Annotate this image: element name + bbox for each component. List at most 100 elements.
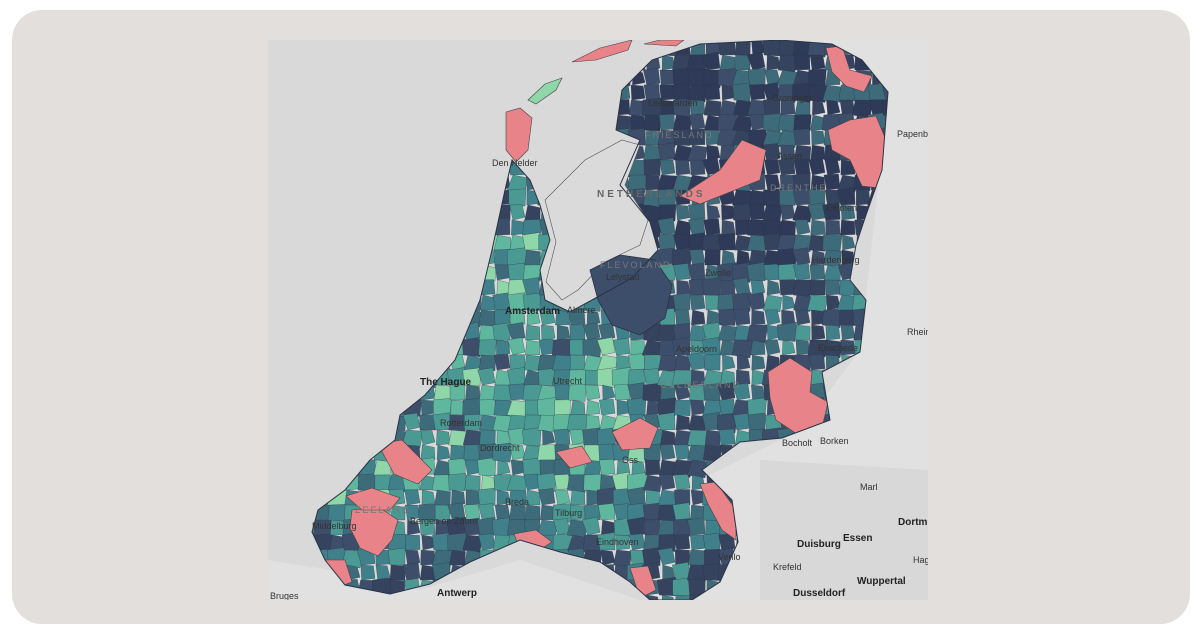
municipality xyxy=(478,384,497,402)
municipality xyxy=(643,354,662,372)
municipality xyxy=(507,262,526,281)
municipality xyxy=(824,279,841,296)
municipality xyxy=(673,429,692,447)
municipality xyxy=(808,353,826,371)
municipality xyxy=(479,399,496,416)
municipality xyxy=(497,459,511,476)
municipality xyxy=(672,292,691,311)
municipality xyxy=(583,473,602,492)
municipality xyxy=(689,159,706,176)
municipality xyxy=(810,174,826,191)
municipality xyxy=(509,204,526,221)
municipality xyxy=(793,263,811,281)
municipality xyxy=(524,504,541,521)
place-label: Duisburg xyxy=(797,539,841,550)
municipality xyxy=(672,459,693,478)
municipality xyxy=(612,337,631,356)
municipality xyxy=(825,324,841,341)
place-label: Krefeld xyxy=(773,562,802,572)
region-label: DRENTHE xyxy=(770,183,828,193)
municipality xyxy=(812,99,826,116)
municipality xyxy=(807,40,828,58)
municipality xyxy=(732,82,752,102)
municipality xyxy=(570,489,586,506)
municipality xyxy=(645,459,661,476)
municipality xyxy=(628,353,646,371)
vlieland xyxy=(527,77,563,105)
municipality xyxy=(687,549,708,568)
municipality xyxy=(749,84,766,101)
municipality xyxy=(582,322,601,341)
municipality xyxy=(526,309,541,326)
municipality xyxy=(706,204,721,221)
municipality xyxy=(465,489,481,506)
place-label: Utrecht xyxy=(553,376,583,386)
municipality xyxy=(793,279,812,297)
municipality xyxy=(720,279,736,296)
municipality xyxy=(673,128,691,146)
municipality xyxy=(660,429,676,446)
municipality xyxy=(555,445,593,469)
municipality xyxy=(672,322,691,341)
municipality xyxy=(508,489,527,507)
municipality xyxy=(807,84,828,103)
municipality xyxy=(327,504,348,523)
municipality xyxy=(387,547,406,566)
municipality xyxy=(554,489,571,506)
municipality xyxy=(345,487,401,511)
municipality xyxy=(542,429,556,446)
place-label: Groningen xyxy=(772,93,814,103)
municipality xyxy=(762,113,783,133)
municipality xyxy=(537,397,558,418)
municipality xyxy=(509,504,526,521)
ameland xyxy=(643,40,685,47)
municipality xyxy=(434,489,451,506)
municipality xyxy=(642,502,661,521)
municipality xyxy=(554,384,571,401)
municipality xyxy=(462,367,482,387)
municipality xyxy=(686,459,709,479)
municipality xyxy=(808,158,826,176)
municipality xyxy=(826,99,841,116)
municipality xyxy=(507,367,526,386)
municipality xyxy=(658,474,676,491)
municipality xyxy=(673,144,692,162)
municipality xyxy=(793,128,811,146)
municipality xyxy=(822,233,843,253)
municipality xyxy=(751,354,766,371)
municipality xyxy=(704,84,721,101)
municipality xyxy=(762,294,783,313)
municipality xyxy=(374,474,391,491)
municipality xyxy=(597,532,616,551)
municipality xyxy=(762,129,783,148)
municipality xyxy=(722,354,736,371)
municipality xyxy=(674,489,691,506)
municipality xyxy=(777,54,798,73)
municipality xyxy=(522,232,541,251)
municipality xyxy=(613,549,632,567)
municipality xyxy=(766,54,781,71)
municipality xyxy=(567,534,588,553)
municipality xyxy=(793,53,811,71)
municipality xyxy=(598,458,616,476)
municipality xyxy=(776,321,797,342)
municipality xyxy=(449,549,466,566)
place-label: Zwolle xyxy=(705,268,731,278)
municipality xyxy=(721,204,736,221)
municipality xyxy=(585,384,601,401)
municipality xyxy=(643,158,661,176)
municipality xyxy=(840,324,856,341)
municipality xyxy=(645,489,661,506)
belgium-land xyxy=(268,560,640,600)
municipality xyxy=(642,547,661,566)
municipality xyxy=(611,417,659,451)
municipality xyxy=(630,114,646,131)
place-label: Dusseldorf xyxy=(793,588,846,599)
municipality xyxy=(569,354,586,371)
municipality xyxy=(570,399,586,416)
municipality xyxy=(767,357,829,437)
municipality xyxy=(420,399,436,416)
municipality xyxy=(463,503,481,521)
municipality xyxy=(581,516,601,536)
municipality xyxy=(675,414,691,431)
